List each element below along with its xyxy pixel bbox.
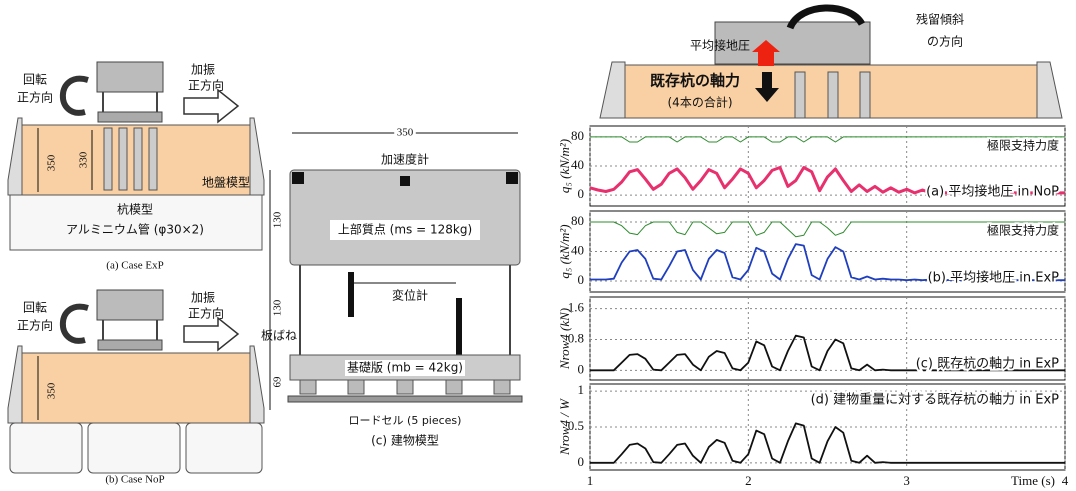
case-exp: 350 330 地盤模型 杭模型 アルミニウム管 (φ30×2) 回転 正方向 … — [8, 62, 264, 272]
base-height: 69 — [272, 376, 284, 388]
load-cell — [446, 380, 462, 394]
pile — [860, 72, 870, 118]
upper-mass-label: 上部質点 (ms = 128kg) — [338, 222, 472, 237]
base-block — [186, 423, 262, 473]
schematic: 平均接地圧 残留傾斜 の方向 既存杭の軸力 (4本の合計) — [600, 8, 1062, 118]
pile-force-label: (4本の合計) — [668, 95, 733, 110]
pile — [795, 72, 805, 118]
width: 350 — [397, 127, 414, 139]
pile — [104, 128, 112, 190]
base-mass-label: 基礎版 (mb = 42kg) — [347, 361, 463, 375]
rotation-arrow — [63, 79, 88, 113]
x-tick-label: 2 — [745, 473, 752, 488]
y-axis-label: Nrow4 / W — [557, 398, 572, 456]
load-cell-label: ロードセル (5 pieces) — [349, 414, 462, 427]
x-axis-label: Time (s) — [1011, 473, 1055, 488]
pile-force-label: 既存杭の軸力 — [650, 72, 740, 90]
y-tick-label: 40 — [571, 242, 584, 257]
pile-label: 杭模型 — [117, 202, 153, 217]
x-tick-label: 3 — [903, 473, 910, 488]
pile-length: 330 — [78, 151, 90, 168]
annotation: (a) 平均接地圧 in NoP — [926, 184, 1059, 200]
displacement-gauge — [348, 272, 354, 317]
upper-mass — [97, 62, 163, 92]
base-line — [288, 396, 522, 402]
sensor — [292, 172, 304, 184]
caption: (b) Case NoP — [105, 474, 164, 486]
base-block — [10, 423, 82, 473]
building-model: 350 加速度計 上部質点 (ms = 128kg) 変位計 板ばね 130 1… — [261, 127, 522, 448]
sensor — [400, 176, 410, 186]
y-tick-label: 80 — [571, 213, 584, 228]
load-cell — [300, 380, 316, 394]
annotation: (d) 建物重量に対する既存杭の軸力 in ExP — [811, 392, 1060, 408]
excitation-label: 加振 — [191, 63, 215, 77]
y-tick-label: 0 — [578, 454, 585, 469]
annotation: 極限支持力度 — [987, 138, 1059, 153]
pile — [149, 128, 157, 190]
tilt-label: 残留傾斜 — [916, 13, 964, 27]
y-tick-label: 40 — [571, 157, 584, 172]
rotation-arrow — [63, 307, 88, 341]
load-cell — [494, 380, 510, 394]
wall — [1037, 62, 1062, 118]
x-tick-label: 4 — [1062, 473, 1069, 488]
annotation: (c) 既存杭の軸力 in ExP — [916, 357, 1059, 372]
pile — [119, 128, 127, 190]
pile — [134, 128, 142, 190]
wall — [8, 346, 22, 423]
displacement: 変位計 — [392, 288, 428, 303]
wall — [250, 346, 264, 423]
y-tick-label: 0 — [578, 272, 585, 287]
accelerometer: 加速度計 — [381, 152, 429, 167]
pile — [828, 72, 838, 118]
x-tick-label: 1 — [587, 473, 594, 488]
rotation-label: 回転 — [23, 73, 47, 87]
load-cell — [348, 380, 364, 394]
excitation-label: 加振 — [191, 291, 215, 305]
wall — [600, 62, 625, 118]
pile-label: アルミニウム管 (φ30×2) — [66, 222, 204, 237]
caption: (a) Case ExP — [106, 260, 163, 272]
y-axis-label: q₅ (kN/m²) — [557, 224, 572, 278]
mid-height: 130 — [272, 299, 284, 316]
base-block — [88, 423, 180, 473]
excitation-label: 正方向 — [188, 78, 224, 93]
base-plate — [98, 112, 162, 122]
depth: 350 — [46, 382, 58, 399]
base-plate — [98, 340, 162, 350]
y-tick-label: 80 — [571, 128, 584, 143]
spring-label: 板ばね — [261, 329, 297, 343]
rotation-label: 回転 — [23, 301, 47, 315]
y-tick-label: 0 — [578, 361, 585, 376]
wall — [250, 118, 264, 195]
wall — [8, 118, 22, 195]
y-axis-label: q₅ (kN/m²) — [557, 139, 572, 193]
annotation: (b) 平均接地圧 in ExP — [928, 270, 1060, 286]
tilt-label: の方向 — [927, 34, 963, 49]
upper-height: 130 — [272, 211, 284, 228]
excitation-arrow — [184, 318, 238, 350]
rotation-label: 正方向 — [17, 90, 53, 105]
y-tick-label: 0 — [578, 186, 585, 201]
depth: 350 — [46, 154, 58, 171]
load-cell — [397, 380, 413, 394]
case-nop: 350 回転 正方向 加振 正方向 (b) Case NoP — [8, 290, 264, 486]
excitation-label: 正方向 — [188, 306, 224, 321]
sensor — [506, 172, 518, 184]
caption: (c) 建物模型 — [371, 434, 439, 448]
ground-label: 地盤模型 — [202, 176, 250, 190]
upper-mass — [97, 290, 163, 320]
displacement-gauge — [456, 298, 462, 356]
figure: 350 330 地盤模型 杭模型 アルミニウム管 (φ30×2) 回転 正方向 … — [0, 0, 1076, 491]
pressure-label: 平均接地圧 — [690, 38, 750, 53]
rotation-label: 正方向 — [17, 318, 53, 333]
y-axis-label: Nrow4 (kN) — [557, 308, 572, 370]
annotation: 極限支持力度 — [987, 223, 1059, 238]
excitation-arrow — [184, 90, 238, 122]
y-tick-label: 1 — [578, 382, 585, 397]
